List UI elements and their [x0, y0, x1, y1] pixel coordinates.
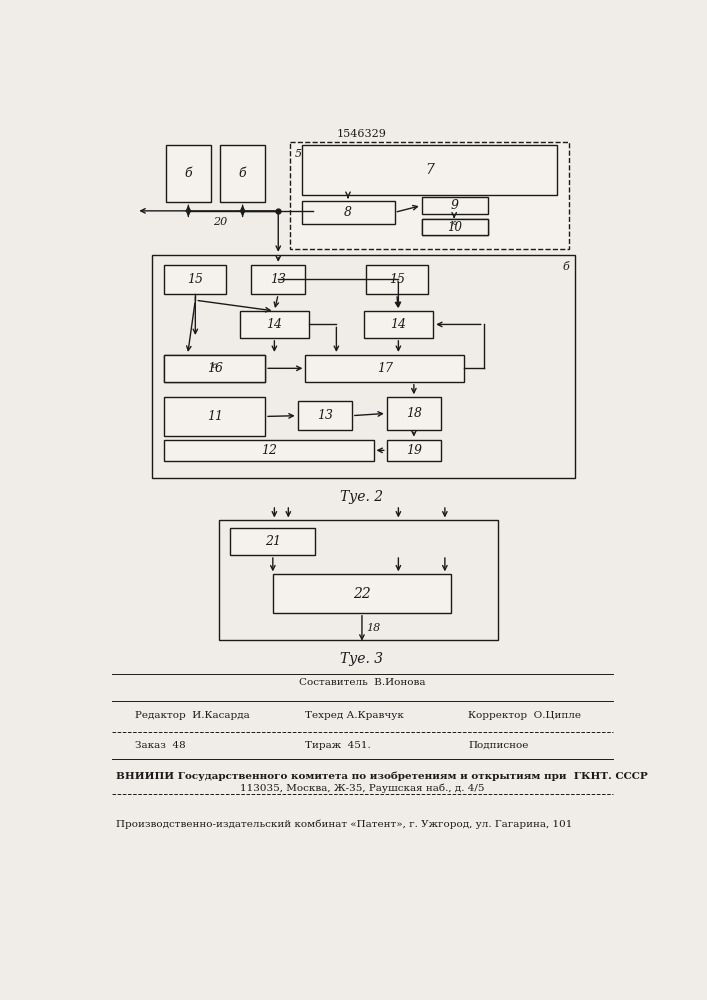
Text: ⁱ°: ⁱ°: [450, 222, 459, 232]
Bar: [363, 311, 433, 338]
Text: Производственно-издательский комбинат «Патент», г. Ужгород, ул. Гагарина, 101: Производственно-издательский комбинат «П…: [115, 820, 572, 829]
Bar: [218, 520, 498, 640]
Bar: [366, 265, 428, 294]
Text: 14: 14: [267, 318, 282, 331]
Bar: [164, 355, 265, 382]
Text: Подписное: Подписное: [468, 741, 529, 750]
Text: б: б: [562, 262, 569, 272]
Text: 15: 15: [187, 273, 204, 286]
Bar: [220, 145, 265, 202]
Text: Τуе. 3: Τуе. 3: [340, 652, 383, 666]
Bar: [421, 197, 488, 214]
Bar: [273, 574, 451, 613]
Bar: [164, 440, 373, 461]
Text: 13: 13: [270, 273, 286, 286]
Bar: [298, 401, 352, 430]
Text: 15: 15: [389, 273, 405, 286]
Text: 16: 16: [206, 362, 223, 375]
Text: 113035, Москва, Ж-35, Раушская наб., д. 4/5: 113035, Москва, Ж-35, Раушская наб., д. …: [240, 784, 484, 793]
Bar: [421, 219, 488, 235]
Text: 17: 17: [377, 362, 393, 375]
Text: Заказ  48: Заказ 48: [135, 741, 185, 750]
Text: Составитель  В.Ионова: Составитель В.Ионова: [298, 678, 425, 687]
Bar: [387, 440, 441, 461]
Text: 12: 12: [261, 444, 277, 457]
Text: Тираж  451.: Тираж 451.: [305, 741, 371, 750]
Bar: [305, 355, 464, 382]
Text: Редактор  И.Касарда: Редактор И.Касарда: [135, 711, 250, 720]
Text: 20: 20: [213, 217, 227, 227]
Bar: [164, 265, 226, 294]
Bar: [164, 397, 265, 436]
Text: б: б: [185, 167, 192, 180]
Text: 19: 19: [406, 444, 422, 457]
Text: 11: 11: [206, 410, 223, 423]
Text: 8: 8: [344, 206, 352, 219]
Bar: [166, 145, 211, 202]
Text: 9: 9: [450, 199, 459, 212]
Bar: [230, 528, 315, 555]
Text: 14: 14: [390, 318, 407, 331]
Bar: [240, 311, 309, 338]
Bar: [152, 255, 575, 478]
Bar: [251, 265, 305, 294]
Text: 10: 10: [447, 221, 462, 234]
Text: 13: 13: [317, 409, 333, 422]
Bar: [164, 355, 265, 382]
Text: 1546329: 1546329: [337, 129, 387, 139]
Text: 7: 7: [425, 163, 434, 177]
Text: 21: 21: [265, 535, 281, 548]
Text: 18: 18: [406, 407, 422, 420]
Text: Техред А.Кравчук: Техред А.Кравчук: [305, 711, 404, 720]
Bar: [421, 219, 488, 235]
Bar: [387, 397, 441, 430]
Text: ⁱ⁶: ⁱ⁶: [211, 362, 218, 375]
Bar: [290, 142, 569, 249]
Text: 22: 22: [353, 587, 371, 601]
Bar: [301, 145, 557, 195]
Text: Корректор  О.Ципле: Корректор О.Ципле: [468, 711, 581, 720]
Text: б: б: [239, 167, 247, 180]
Text: ВНИИПИ Государственного комитета по изобретениям и открытиям при  ГКНТ. СССР: ВНИИПИ Государственного комитета по изоб…: [115, 771, 647, 781]
Bar: [301, 201, 395, 224]
Text: 18: 18: [366, 623, 380, 633]
Text: 5: 5: [295, 149, 302, 159]
Text: Τуе. 2: Τуе. 2: [340, 490, 383, 504]
